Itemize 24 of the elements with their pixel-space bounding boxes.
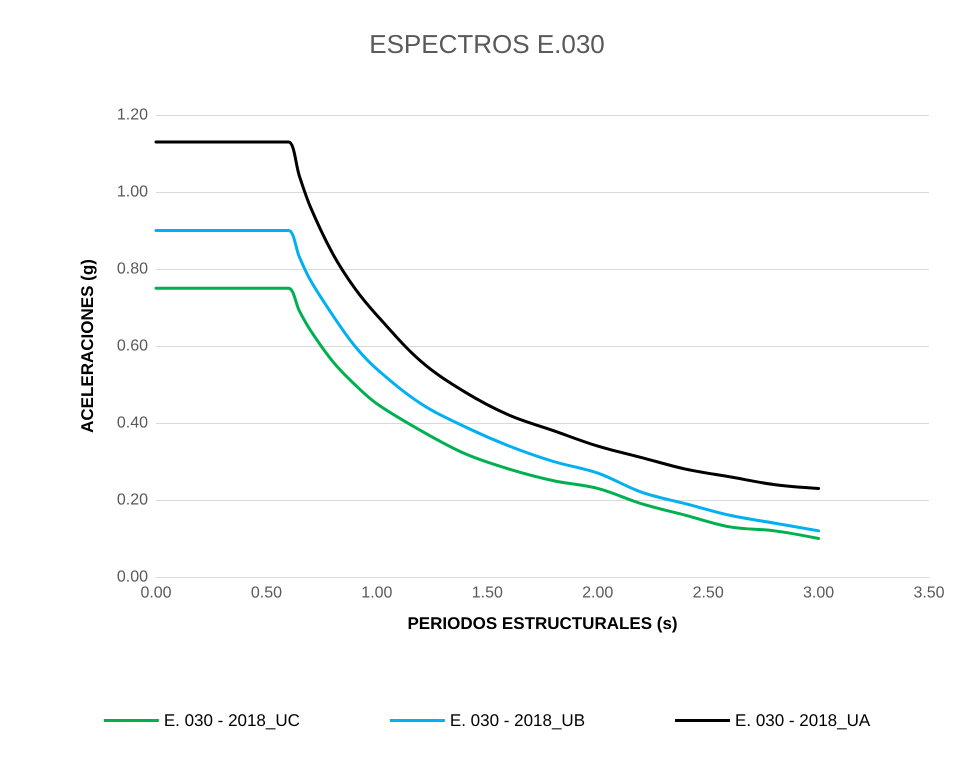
x-tick-label: 3.00	[803, 584, 834, 602]
x-tick-label: 2.50	[692, 584, 724, 602]
chart-title: ESPECTROS E.030	[369, 29, 605, 59]
legend-label: E. 030 - 2018_UC	[164, 711, 300, 730]
line-series	[154, 286, 820, 540]
y-axis-title: ACELERACIONES (g)	[78, 259, 97, 433]
y-tick-label: 1.20	[116, 106, 148, 124]
y-tick-label: 0.40	[116, 414, 148, 432]
legend-label: E. 030 - 2018_UB	[450, 711, 586, 730]
x-tick-label: 0.50	[250, 584, 282, 602]
x-tick-label: 1.50	[472, 584, 503, 602]
y-tick-label: 0.60	[116, 338, 148, 354]
line-series	[154, 229, 820, 532]
x-axis-title: PERIODOS ESTRUCTURALES (s)	[407, 614, 678, 633]
line-series	[154, 140, 820, 490]
x-tick-label: 1.00	[361, 584, 393, 602]
x-tick-label: 3.50	[913, 584, 945, 602]
y-tick-label: 1.00	[116, 184, 148, 200]
y-tick-label: 0.20	[116, 492, 148, 508]
x-tick-label: 0.00	[140, 584, 172, 602]
legend-label: E. 030 - 2018_UA	[735, 711, 871, 730]
y-tick-label: 0.00	[116, 568, 148, 586]
x-tick-label: 2.00	[582, 584, 614, 602]
y-tick-label: 0.80	[116, 260, 148, 278]
